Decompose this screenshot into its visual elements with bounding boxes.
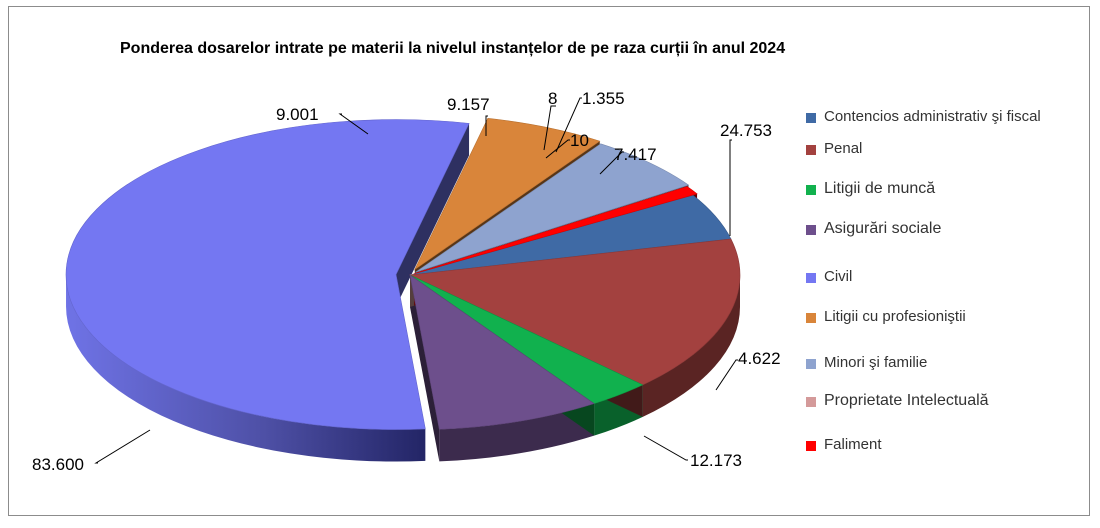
- slice-side-asigurari: [439, 403, 595, 462]
- data-label-minori: 9.157: [447, 95, 490, 114]
- legend-label-civil: Civil: [824, 268, 853, 285]
- leader-line-extra: [543, 105, 556, 151]
- legend-label-contencios: Contencios administrativ şi fiscal: [824, 108, 1041, 125]
- leader-line-civil: [94, 429, 151, 464]
- data-label-faliment: 1.355: [582, 89, 625, 108]
- data-label-civil: 83.600: [32, 455, 84, 474]
- legend-label-proprietate: Proprietate Intelectuală: [824, 392, 989, 409]
- legend-swatch-profesionisti: [806, 313, 816, 323]
- legend-swatch-civil: [806, 273, 816, 283]
- leader-line-profesionisti: [338, 113, 369, 135]
- leader-line-asigurari: [643, 435, 688, 461]
- legend-item-penal: Penal: [806, 140, 1074, 157]
- legend-item-asigurari: Asigurări sociale: [806, 220, 1074, 237]
- leader-line-contencios: [599, 151, 624, 175]
- legend-item-litigii-munca: Litigii de muncă: [806, 180, 1074, 197]
- slice-asigurari: [409, 274, 595, 430]
- legend-swatch-asigurari: [806, 225, 816, 235]
- legend-swatch-proprietate: [806, 397, 816, 407]
- legend-item-minori: Minori şi familie: [806, 354, 1074, 371]
- data-label-penal: 24.753: [720, 121, 772, 140]
- slice-profesionisti: [414, 118, 601, 271]
- legend-item-proprietate: Proprietate Intelectuală: [806, 392, 1074, 409]
- data-label-profesionisti: 9.001: [276, 105, 319, 124]
- leader-line-litigii-munca: [715, 359, 738, 391]
- leader-line-penal: [729, 139, 732, 236]
- chart-title: Ponderea dosarelor intrate pe materii la…: [120, 40, 786, 57]
- legend-label-profesionisti: Litigii cu profesioniştii: [824, 308, 966, 325]
- leader-line-faliment: [555, 97, 582, 153]
- slice-wall-civil: [396, 123, 470, 307]
- legend-swatch-contencios: [806, 113, 816, 123]
- legend-swatch-penal: [806, 145, 816, 155]
- legend-item-profesionisti: Litigii cu profesioniştii: [806, 308, 1074, 325]
- legend-item-civil: Civil: [806, 268, 1074, 285]
- legend-label-penal: Penal: [824, 140, 863, 157]
- leader-line-proprietate: [545, 139, 570, 159]
- legend-label-asigurari: Asigurări sociale: [824, 220, 942, 237]
- data-label-litigii-munca: 4.622: [738, 349, 781, 368]
- slice-side-civil: [66, 274, 426, 462]
- data-labels: 7.417 24.753 4.622 12.173 83.600 9.001 9.157 10…: [32, 89, 781, 474]
- legend-label-litigii-munca: Litigii de muncă: [824, 180, 936, 197]
- data-label-extra: 8: [548, 89, 557, 108]
- legend-label-faliment: Faliment: [824, 436, 882, 453]
- data-label-proprietate: 10: [570, 131, 589, 150]
- slice-penal: [408, 238, 741, 386]
- legend-swatch-litigii-munca: [806, 185, 816, 195]
- legend-label-minori: Minori şi familie: [824, 354, 928, 371]
- leader-line-minori: [485, 115, 488, 136]
- legend-item-faliment: Faliment: [806, 436, 1074, 453]
- legend-swatch-faliment: [806, 441, 816, 451]
- legend-item-contencios: Contencios administrativ şi fiscal: [806, 108, 1074, 125]
- data-label-asigurari: 12.173: [690, 451, 742, 470]
- legend-swatch-minori: [806, 359, 816, 369]
- slice-minori: [415, 143, 690, 273]
- slice-civil: [65, 119, 470, 430]
- slice-faliment: [414, 186, 698, 274]
- slice-side-penal: [642, 275, 740, 417]
- slice-wall-asigurari: [410, 275, 440, 462]
- data-label-contencios: 7.417: [614, 145, 657, 164]
- pie-top-faces: [65, 118, 741, 430]
